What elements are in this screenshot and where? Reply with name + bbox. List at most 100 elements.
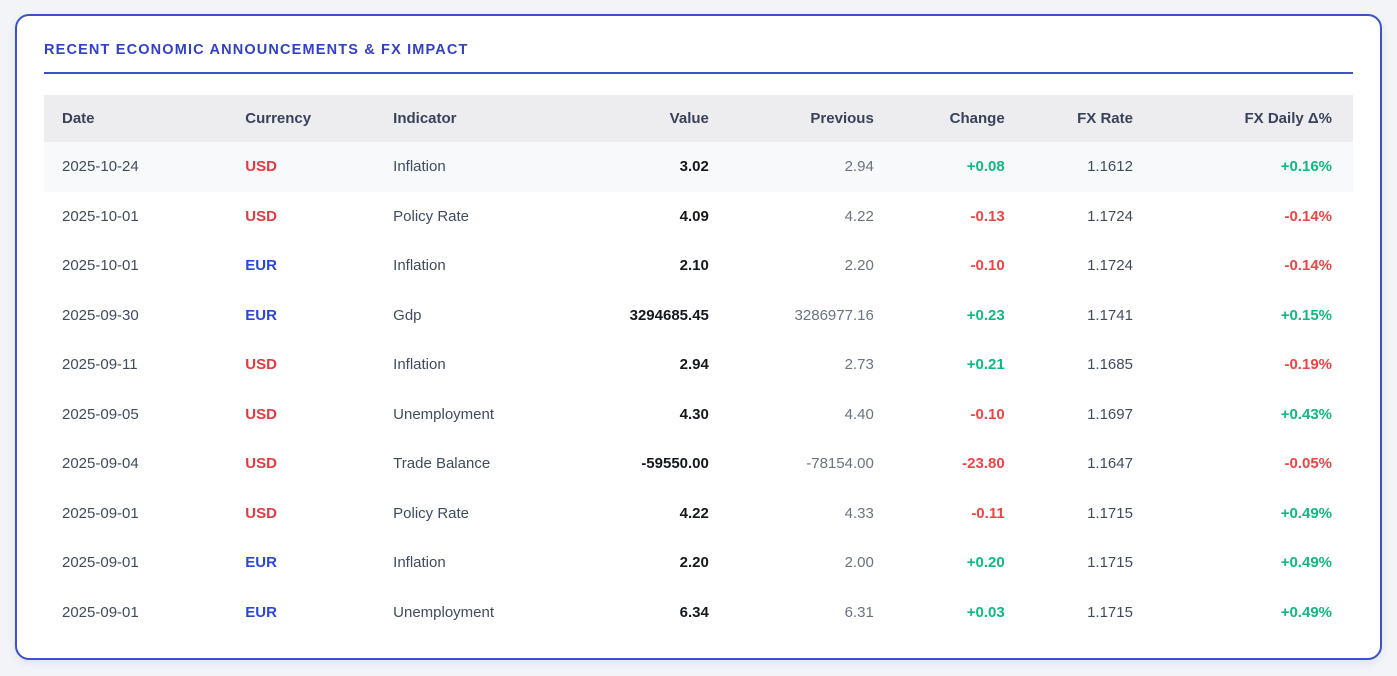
column-header-date: Date — [44, 95, 228, 142]
cell-date: 2025-10-01 — [62, 257, 139, 275]
cell-fx_daily: -0.14% — [1284, 257, 1332, 275]
table-row: 2025-09-01 EUR Inflation 2.20 2.00 +0.20 1.171… — [44, 538, 1353, 588]
cell-fx_rate: 1.1715 — [1087, 504, 1133, 522]
cell-change: +0.20 — [966, 554, 1005, 572]
table-header-row: Date Currency Indicator Value Previous Change… — [44, 95, 1353, 142]
cell-fx_rate: 1.1741 — [1087, 306, 1133, 324]
cell-change: -23.80 — [962, 455, 1005, 473]
cell-currency: EUR — [245, 554, 277, 572]
cell-fx_rate: 1.1715 — [1087, 603, 1133, 621]
cell-previous: 4.33 — [844, 504, 874, 522]
fx-impact-card: RECENT ECONOMIC ANNOUNCEMENTS & FX IMPAC… — [15, 14, 1382, 660]
cell-value: 6.34 — [679, 603, 709, 621]
cell-previous: 3286977.16 — [794, 306, 874, 324]
column-header-previous: Previous — [729, 95, 895, 142]
cell-indicator: Policy Rate — [393, 504, 470, 522]
cell-change: +0.08 — [894, 142, 1026, 192]
cell-change: -0.11 — [971, 504, 1005, 522]
cell-indicator: Unemployment — [393, 405, 495, 423]
cell-currency: USD — [245, 207, 277, 225]
table-row: 2025-10-01 USD Policy Rate 4.09 4.22 -0.13 1.1… — [44, 192, 1353, 242]
cell-previous: -78154.00 — [806, 455, 874, 473]
cell-fx_daily: +0.16% — [1153, 142, 1353, 192]
cell-indicator: Inflation — [375, 142, 564, 192]
cell-indicator: Trade Balance — [393, 455, 491, 473]
cell-fx_daily: +0.15% — [1280, 306, 1332, 324]
cell-value: 2.94 — [679, 356, 709, 374]
cell-change: -0.10 — [970, 257, 1005, 275]
column-header-change: Change — [894, 95, 1026, 142]
cell-date: 2025-10-24 — [44, 142, 228, 192]
cell-value: 4.09 — [679, 207, 709, 225]
table-row: 2025-09-30 EUR Gdp 3294685.45 3286977.16 +0.2… — [44, 291, 1353, 341]
cell-value: 2.10 — [679, 257, 709, 275]
cell-fx_rate: 1.1685 — [1087, 356, 1133, 374]
cell-value: 3.02 — [563, 142, 730, 192]
cell-indicator: Inflation — [393, 257, 446, 275]
cell-indicator: Unemployment — [393, 603, 495, 621]
cell-date: 2025-09-01 — [62, 603, 139, 621]
table-row: 2025-10-24 USD Inflation 3.02 2.94 +0.08 1.161… — [44, 142, 1353, 192]
cell-previous: 4.40 — [844, 405, 874, 423]
cell-fx_daily: +0.49% — [1280, 603, 1332, 621]
cell-fx_daily: +0.49% — [1280, 504, 1332, 522]
cell-change: +0.03 — [966, 603, 1005, 621]
cell-indicator: Gdp — [393, 306, 422, 324]
column-header-currency: Currency — [227, 95, 376, 142]
column-header-fx_rate: FX Rate — [1025, 95, 1154, 142]
cell-indicator: Inflation — [393, 554, 446, 572]
cell-fx_daily: +0.49% — [1280, 554, 1332, 572]
cell-currency: USD — [245, 455, 277, 473]
table-row: 2025-09-11 USD Inflation 2.94 2.73 +0.21 1.168… — [44, 340, 1353, 390]
table-row: 2025-10-01 EUR Inflation 2.10 2.20 -0.10 1.172… — [44, 241, 1353, 291]
cell-value: 4.22 — [679, 504, 709, 522]
cell-value: 2.20 — [679, 554, 709, 572]
title-divider — [44, 72, 1353, 74]
cell-currency: USD — [245, 405, 277, 423]
cell-fx_rate: 1.1724 — [1087, 207, 1133, 225]
cell-date: 2025-09-01 — [62, 554, 139, 572]
cell-previous: 2.73 — [844, 356, 874, 374]
table-row: 2025-09-01 EUR Unemployment 6.34 6.31 +0.03 1.… — [44, 588, 1353, 638]
table-row: 2025-09-01 USD Policy Rate 4.22 4.33 -0.11 1.1… — [44, 489, 1353, 539]
announcements-table: Date Currency Indicator Value Previous Change… — [44, 95, 1353, 637]
cell-previous: 2.94 — [729, 142, 895, 192]
cell-currency: EUR — [245, 603, 277, 621]
page-title: RECENT ECONOMIC ANNOUNCEMENTS & FX IMPAC… — [44, 42, 469, 58]
cell-fx_rate: 1.1724 — [1087, 257, 1133, 275]
table-row: 2025-09-04 USD Trade Balance -59550.00 -7815… — [44, 439, 1353, 489]
table-body: 2025-10-24 USD Inflation 3.02 2.94 +0.08 1.161… — [44, 142, 1353, 637]
cell-fx_daily: -0.19% — [1284, 356, 1332, 374]
column-header-fx_daily: FX Daily Δ% — [1153, 95, 1353, 142]
table-row: 2025-09-05 USD Unemployment 4.30 4.40 -0.10 1.… — [44, 390, 1353, 440]
cell-fx_daily: +0.43% — [1280, 405, 1332, 423]
cell-previous: 4.22 — [844, 207, 874, 225]
cell-indicator: Inflation — [393, 356, 446, 374]
cell-currency: USD — [245, 356, 277, 374]
cell-value: 3294685.45 — [629, 306, 709, 324]
cell-fx_daily: -0.05% — [1284, 455, 1332, 473]
cell-change: -0.13 — [970, 207, 1005, 225]
cell-value: 4.30 — [679, 405, 709, 423]
cell-fx_rate: 1.1612 — [1025, 142, 1154, 192]
cell-currency: EUR — [245, 306, 277, 324]
cell-date: 2025-09-30 — [62, 306, 139, 324]
cell-date: 2025-09-05 — [62, 405, 139, 423]
cell-previous: 6.31 — [844, 603, 874, 621]
column-header-value: Value — [563, 95, 730, 142]
cell-fx_daily: -0.14% — [1284, 207, 1332, 225]
cell-indicator: Policy Rate — [393, 207, 470, 225]
column-header-indicator: Indicator — [375, 95, 564, 142]
cell-currency: USD — [245, 504, 277, 522]
cell-date: 2025-09-04 — [62, 455, 139, 473]
cell-fx_rate: 1.1697 — [1087, 405, 1133, 423]
cell-date: 2025-09-01 — [62, 504, 139, 522]
cell-date: 2025-09-11 — [62, 356, 138, 374]
cell-previous: 2.20 — [844, 257, 874, 275]
cell-currency: EUR — [245, 257, 277, 275]
cell-change: +0.21 — [966, 356, 1005, 374]
cell-fx_rate: 1.1715 — [1087, 554, 1133, 572]
cell-change: -0.10 — [970, 405, 1005, 423]
cell-previous: 2.00 — [844, 554, 874, 572]
cell-change: +0.23 — [966, 306, 1005, 324]
